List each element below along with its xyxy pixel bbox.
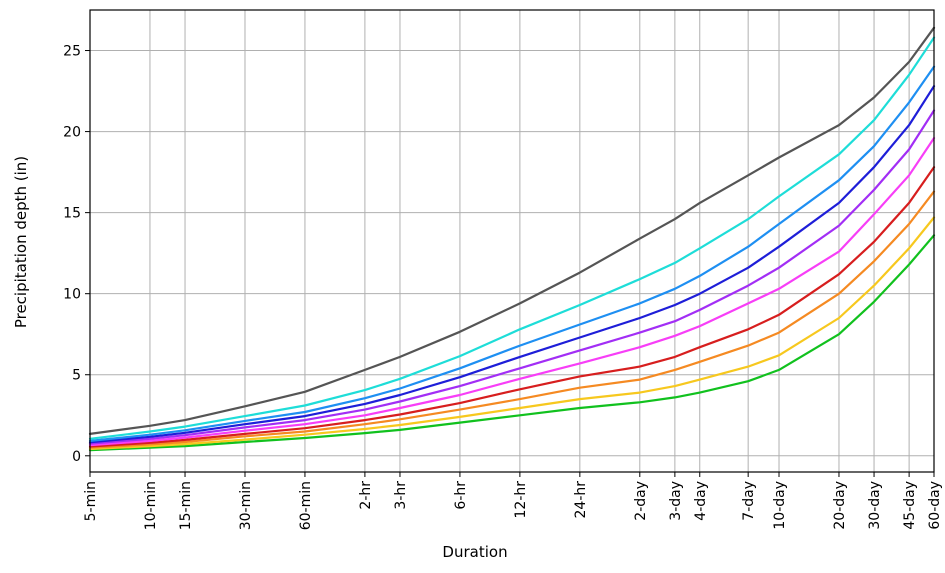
series-line-7 bbox=[88, 85, 936, 444]
x-tick-label: 12-hr bbox=[513, 481, 529, 519]
series-lines bbox=[88, 26, 936, 452]
y-tick-label: 5 bbox=[72, 368, 81, 384]
x-tick-label: 7-day bbox=[741, 481, 757, 521]
y-tick-label: 0 bbox=[72, 449, 81, 465]
x-tick-label: 30-min bbox=[238, 481, 254, 530]
x-tick-label: 2-day bbox=[633, 481, 649, 521]
series-line-6 bbox=[88, 109, 936, 445]
y-tick-label: 10 bbox=[63, 287, 81, 303]
series-line-10 bbox=[88, 26, 936, 435]
x-tick-label: 3-day bbox=[668, 481, 684, 521]
y-ticks: 0 5 10 15 20 25 bbox=[63, 44, 90, 465]
x-tick-label: 60-min bbox=[298, 481, 314, 530]
x-tick-label: 24-hr bbox=[573, 481, 589, 519]
y-tick-label: 25 bbox=[63, 44, 81, 60]
x-tick-label: 20-day bbox=[832, 481, 848, 530]
series-line-1 bbox=[88, 234, 936, 452]
x-tick-label: 10-min bbox=[143, 481, 159, 530]
x-tick-label: 10-day bbox=[772, 481, 788, 530]
series-line-8 bbox=[88, 65, 936, 442]
series-line-5 bbox=[88, 137, 936, 447]
x-tick-label: 5-min bbox=[83, 481, 99, 521]
series-line-9 bbox=[88, 36, 936, 440]
y-tick-label: 15 bbox=[63, 206, 81, 222]
x-tick-label: 45-day bbox=[902, 481, 918, 530]
x-tick-label: 6-hr bbox=[453, 481, 469, 510]
x-tick-label: 3-hr bbox=[393, 481, 409, 510]
series-line-3 bbox=[88, 190, 936, 449]
series-line-2 bbox=[88, 216, 936, 451]
x-tick-label: 60-day bbox=[927, 481, 943, 530]
y-axis-title: Precipitation depth (in) bbox=[12, 156, 30, 328]
plot-frame bbox=[89, 9, 935, 473]
y-tick-label: 20 bbox=[63, 125, 81, 141]
series-line-4 bbox=[88, 166, 936, 448]
x-tick-label: 2-hr bbox=[358, 481, 374, 510]
x-tick-label: 15-min bbox=[178, 481, 194, 530]
x-axis-title: Duration bbox=[442, 543, 507, 561]
x-ticks: 5-min 10-min 15-min 30-min 60-min 2-hr 3-hr 6-h… bbox=[83, 472, 943, 530]
y-gridlines bbox=[90, 50, 934, 457]
x-gridlines bbox=[89, 10, 935, 472]
x-tick-label: 30-day bbox=[867, 481, 883, 530]
x-tick-label: 4-day bbox=[693, 481, 709, 521]
